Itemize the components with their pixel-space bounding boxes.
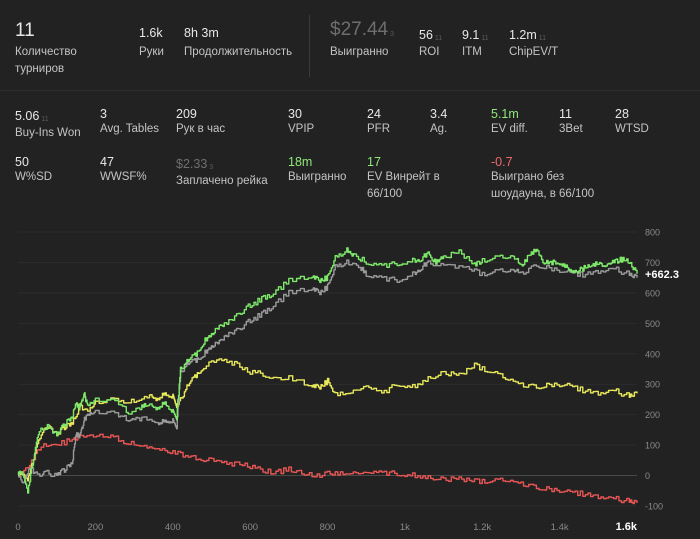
chipev-value: 1.2m 11 <box>509 28 547 42</box>
y-tick-label: 300 <box>645 380 660 390</box>
stat-won-without-showdown: -0.7 Выиграно без шоудауна, в 66/100 <box>491 155 595 200</box>
y-tick-label: 200 <box>645 410 660 420</box>
stat-ev-diff: 5.1m EV diff. <box>491 107 528 135</box>
y-tick-label: 0 <box>645 471 650 481</box>
y-tick-label: 100 <box>645 441 660 451</box>
duration-label: Продолжительность <box>184 46 293 58</box>
x-tick-label: 600 <box>242 522 258 533</box>
series-line <box>18 433 638 505</box>
series-line <box>18 259 638 484</box>
x-tick-label: 200 <box>87 522 103 533</box>
stat-wtsd: 28 WTSD <box>615 107 649 135</box>
chipev-label: ChipEV/T <box>509 46 559 58</box>
y-tick-label: -100 <box>645 502 663 512</box>
x-tick-label: 1.6k <box>616 521 638 533</box>
stat-vpip: 30 VPIP <box>288 107 315 135</box>
stat-wwsf: 47 WWSF% <box>100 155 147 183</box>
y-tick-label: 600 <box>645 288 660 298</box>
tournaments-label: Количество турниров <box>15 46 77 75</box>
y-tick-label: 400 <box>645 349 660 359</box>
stat-wsd: 50 W%SD <box>15 155 53 183</box>
hands-label: Руки <box>139 46 164 58</box>
end-value-label: +662.3 <box>645 269 679 281</box>
stat-3bet: 11 3Bet <box>559 107 583 135</box>
x-tick-label: 800 <box>320 522 336 533</box>
section-divider <box>0 90 700 91</box>
x-tick-label: 1.2k <box>473 522 491 533</box>
x-tick-label: 1.4k <box>551 522 569 533</box>
y-tick-label: 500 <box>645 319 660 329</box>
stat-aggression: 3.4 Ag. <box>430 107 448 135</box>
itm-label: ITM <box>462 46 482 58</box>
x-tick-label: 400 <box>165 522 181 533</box>
series-line <box>17 247 638 494</box>
stat-won-chips: 18m Выигранно <box>288 155 347 183</box>
roi-value: 56 11 <box>419 28 443 42</box>
stat-pfr: 24 PFR <box>367 107 390 135</box>
duration-value: 8h 3m <box>184 26 219 40</box>
y-tick-label: 800 <box>645 228 660 238</box>
stat-hands-per-hour: 209 Рук в час <box>176 107 226 135</box>
stat-ev-winrate: 17 EV Винрейт в 66/100 <box>367 155 440 200</box>
stat-avg-tables: 3 Avg. Tables <box>100 107 160 135</box>
series-line <box>17 358 638 482</box>
profit-graph: 800 700 600 500 400 300 200 100 0 -100 0 200 400 600… <box>15 228 679 534</box>
stat-buyins-won: 5.06 11 Buy-Ins Won <box>15 109 81 139</box>
won-value: $27.44 3 <box>330 19 395 40</box>
itm-value: 9.1 11 <box>462 28 489 42</box>
x-tick-label: 0 <box>15 522 20 533</box>
tournaments-value: 11 <box>15 20 35 41</box>
y-tick-label: 700 <box>645 258 660 268</box>
stat-rake-paid: $2.33 3 Заплачено рейка <box>176 157 268 187</box>
x-tick-label: 1k <box>400 522 410 533</box>
hands-value: 1.6k <box>139 26 163 40</box>
stats-divider <box>309 15 310 77</box>
roi-label: ROI <box>419 46 440 58</box>
won-label: Выигранно <box>330 46 389 58</box>
